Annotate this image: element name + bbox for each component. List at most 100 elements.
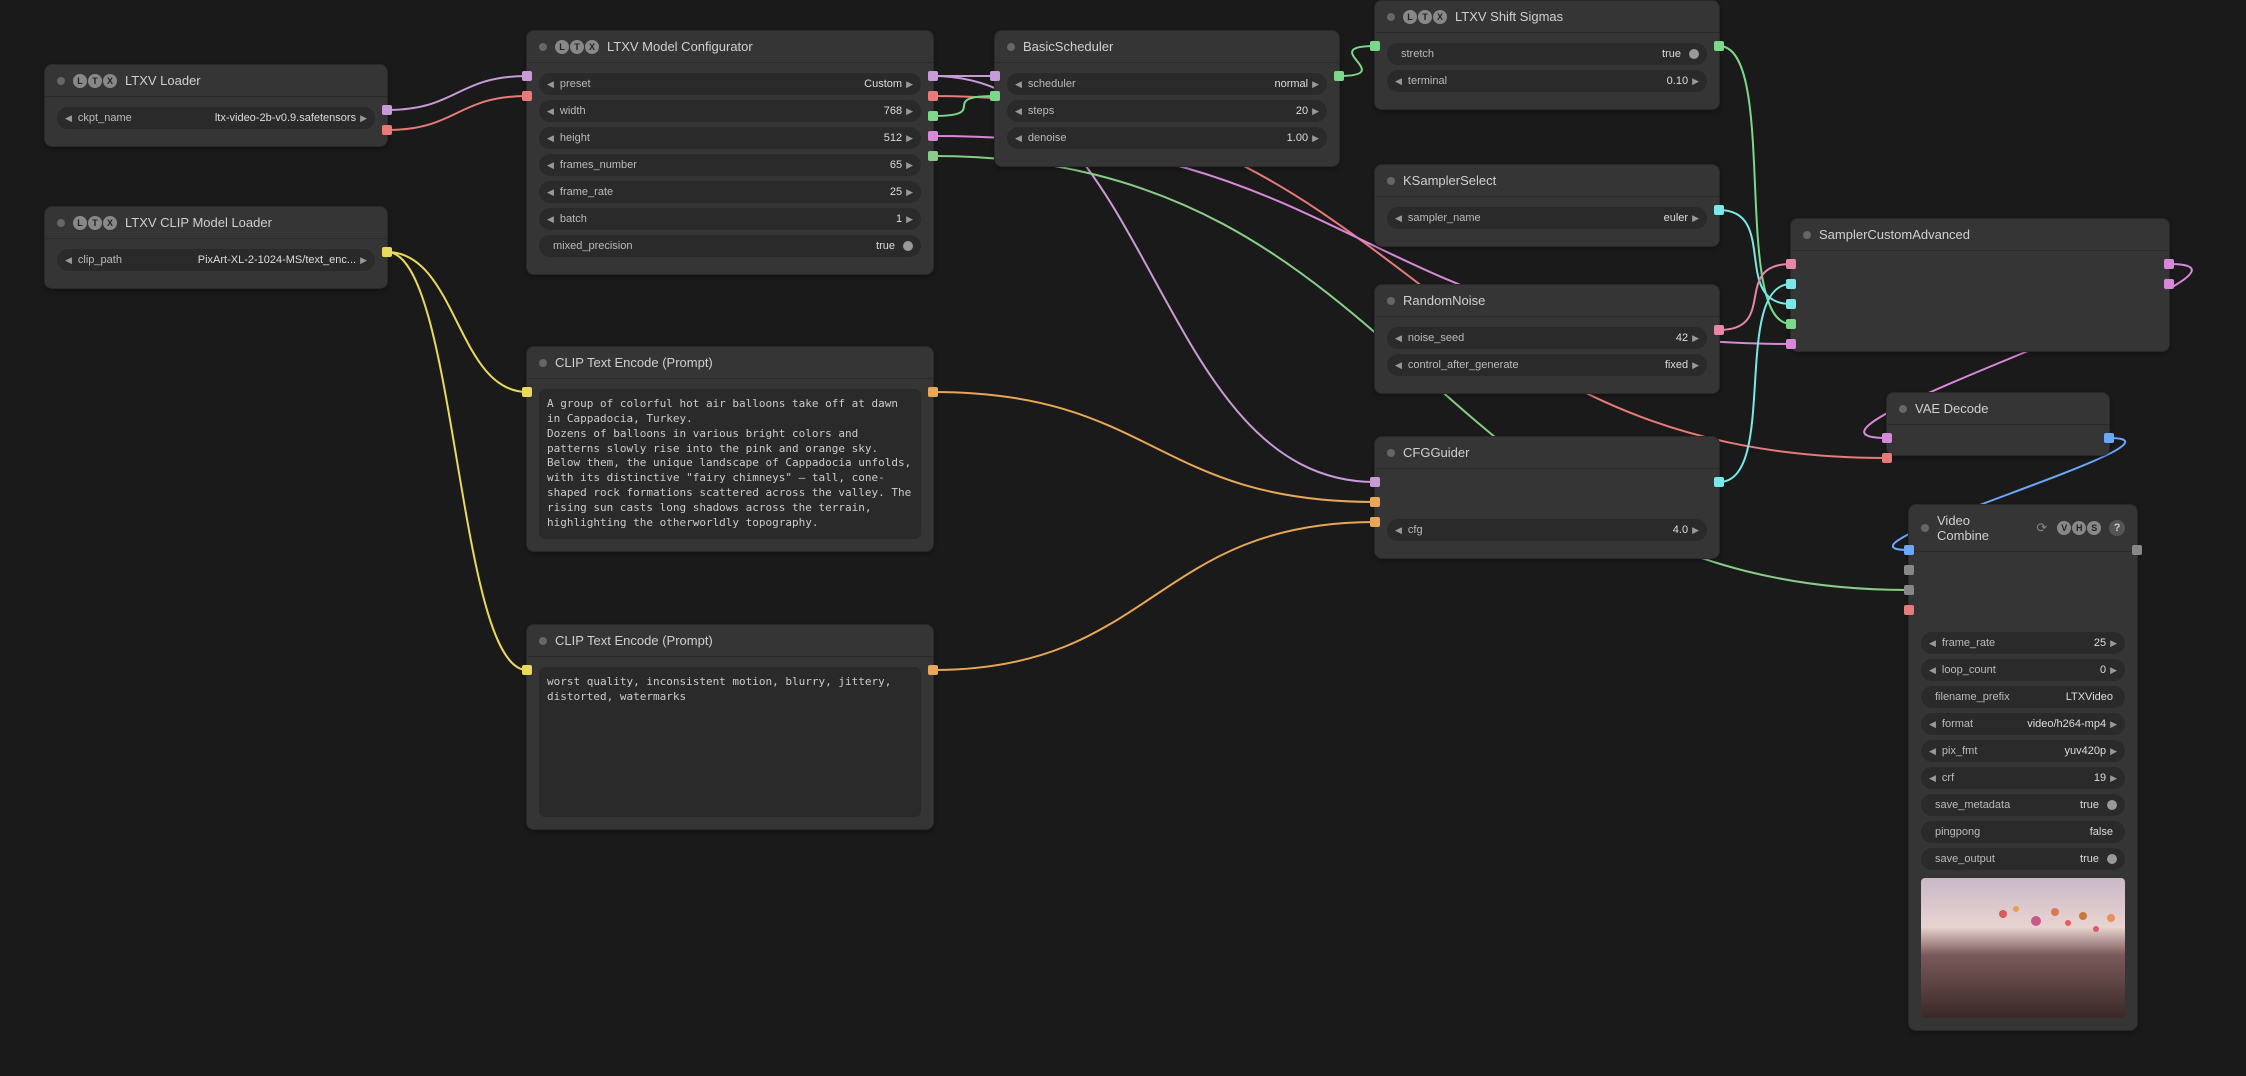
- collapse-dot-icon[interactable]: [1387, 449, 1395, 457]
- sampler-name-widget[interactable]: ◀ sampler_name euler ▶: [1387, 207, 1707, 229]
- chevron-right-icon[interactable]: ▶: [1692, 360, 1699, 371]
- chevron-left-icon[interactable]: ◀: [1015, 79, 1022, 90]
- toggle-dot-icon[interactable]: [2107, 800, 2117, 810]
- chevron-right-icon[interactable]: ▶: [360, 255, 367, 266]
- input-port[interactable]: [1904, 565, 1914, 575]
- wire[interactable]: [1719, 264, 1791, 330]
- collapse-dot-icon[interactable]: [1803, 231, 1811, 239]
- input-port[interactable]: [1370, 477, 1380, 487]
- collapse-dot-icon[interactable]: [539, 359, 547, 367]
- collapse-dot-icon[interactable]: [1387, 177, 1395, 185]
- chevron-left-icon[interactable]: ◀: [547, 79, 554, 90]
- video-preview[interactable]: [1921, 878, 2125, 1018]
- input-port[interactable]: [1882, 433, 1892, 443]
- format-widget[interactable]: ◀formatvideo/h264-mp4▶: [1921, 713, 2125, 735]
- help-icon[interactable]: ?: [2109, 520, 2125, 536]
- wire[interactable]: [387, 76, 527, 110]
- clip-path-widget[interactable]: ◀ clip_path PixArt-XL-2-1024-MS/text_enc…: [57, 249, 375, 271]
- save-metadata-widget[interactable]: save_metadatatrue: [1921, 794, 2125, 816]
- node-clip-loader[interactable]: LTX LTXV CLIP Model Loader ◀ clip_path P…: [44, 206, 388, 289]
- wire[interactable]: [387, 252, 527, 670]
- chevron-left-icon[interactable]: ◀: [1929, 665, 1936, 676]
- chevron-right-icon[interactable]: ▶: [2110, 719, 2117, 730]
- input-port[interactable]: [1786, 319, 1796, 329]
- collapse-dot-icon[interactable]: [1899, 405, 1907, 413]
- input-port[interactable]: [1786, 339, 1796, 349]
- prompt-textarea[interactable]: A group of colorful hot air balloons tak…: [539, 389, 921, 539]
- chevron-left-icon[interactable]: ◀: [1929, 773, 1936, 784]
- chevron-right-icon[interactable]: ▶: [1692, 76, 1699, 87]
- input-port[interactable]: [1882, 453, 1892, 463]
- height-widget[interactable]: ◀height512▶: [539, 127, 921, 149]
- collapse-dot-icon[interactable]: [1921, 524, 1929, 532]
- chevron-left-icon[interactable]: ◀: [1395, 525, 1402, 536]
- chevron-left-icon[interactable]: ◀: [1929, 719, 1936, 730]
- node-ksampler-select[interactable]: KSamplerSelect ◀ sampler_name euler ▶: [1374, 164, 1720, 247]
- output-port[interactable]: [1714, 325, 1724, 335]
- input-port[interactable]: [522, 71, 532, 81]
- output-port[interactable]: [1714, 41, 1724, 51]
- chevron-right-icon[interactable]: ▶: [2110, 638, 2117, 649]
- node-header[interactable]: CLIP Text Encode (Prompt): [527, 625, 933, 657]
- node-header[interactable]: BasicScheduler: [995, 31, 1339, 63]
- wire[interactable]: [1719, 46, 1791, 324]
- node-sampler-custom-advanced[interactable]: SamplerCustomAdvanced: [1790, 218, 2170, 352]
- filename-prefix-widget[interactable]: filename_prefixLTXVideo: [1921, 686, 2125, 708]
- node-header[interactable]: RandomNoise: [1375, 285, 1719, 317]
- input-port[interactable]: [1904, 545, 1914, 555]
- collapse-dot-icon[interactable]: [539, 43, 547, 51]
- node-header[interactable]: LTX LTXV Model Configurator: [527, 31, 933, 63]
- save-output-widget[interactable]: save_outputtrue: [1921, 848, 2125, 870]
- output-port[interactable]: [928, 151, 938, 161]
- wire[interactable]: [933, 96, 995, 116]
- output-port[interactable]: [928, 665, 938, 675]
- chevron-right-icon[interactable]: ▶: [906, 160, 913, 171]
- collapse-dot-icon[interactable]: [1387, 297, 1395, 305]
- scheduler-widget[interactable]: ◀schedulernormal▶: [1007, 73, 1327, 95]
- chevron-left-icon[interactable]: ◀: [1015, 106, 1022, 117]
- frames-number-widget[interactable]: ◀frames_number65▶: [539, 154, 921, 176]
- node-header[interactable]: CLIP Text Encode (Prompt): [527, 347, 933, 379]
- input-port[interactable]: [1786, 259, 1796, 269]
- collapse-dot-icon[interactable]: [1387, 13, 1395, 21]
- toggle-dot-icon[interactable]: [2107, 854, 2117, 864]
- chevron-right-icon[interactable]: ▶: [1312, 133, 1319, 144]
- collapse-dot-icon[interactable]: [57, 219, 65, 227]
- chevron-left-icon[interactable]: ◀: [1395, 213, 1402, 224]
- chevron-right-icon[interactable]: ▶: [1312, 79, 1319, 90]
- node-header[interactable]: KSamplerSelect: [1375, 165, 1719, 197]
- chevron-right-icon[interactable]: ▶: [906, 106, 913, 117]
- chevron-left-icon[interactable]: ◀: [65, 113, 72, 124]
- chevron-left-icon[interactable]: ◀: [1929, 638, 1936, 649]
- node-basic-scheduler[interactable]: BasicScheduler ◀schedulernormal▶◀steps20…: [994, 30, 1340, 167]
- chevron-left-icon[interactable]: ◀: [547, 214, 554, 225]
- chevron-left-icon[interactable]: ◀: [547, 187, 554, 198]
- cfg-widget[interactable]: ◀ cfg 4.0 ▶: [1387, 519, 1707, 541]
- output-port[interactable]: [928, 131, 938, 141]
- width-widget[interactable]: ◀width768▶: [539, 100, 921, 122]
- chevron-left-icon[interactable]: ◀: [547, 106, 554, 117]
- stretch-widget[interactable]: stretchtrue: [1387, 43, 1707, 65]
- node-clip-encode-negative[interactable]: CLIP Text Encode (Prompt) worst quality,…: [526, 624, 934, 830]
- node-clip-encode-positive[interactable]: CLIP Text Encode (Prompt) A group of col…: [526, 346, 934, 552]
- output-port[interactable]: [2164, 259, 2174, 269]
- chevron-right-icon[interactable]: ▶: [906, 187, 913, 198]
- frame-rate-widget[interactable]: ◀frame_rate25▶: [1921, 632, 2125, 654]
- chevron-right-icon[interactable]: ▶: [2110, 746, 2117, 757]
- input-port[interactable]: [1786, 279, 1796, 289]
- ckpt-name-widget[interactable]: ◀ ckpt_name ltx-video-2b-v0.9.safetensor…: [57, 107, 375, 129]
- wire[interactable]: [1719, 284, 1791, 482]
- batch-widget[interactable]: ◀batch1▶: [539, 208, 921, 230]
- node-cfg-guider[interactable]: CFGGuider ◀ cfg 4.0 ▶: [1374, 436, 1720, 559]
- chevron-left-icon[interactable]: ◀: [65, 255, 72, 266]
- chevron-left-icon[interactable]: ◀: [547, 133, 554, 144]
- wire[interactable]: [387, 96, 527, 130]
- node-shift-sigmas[interactable]: LTX LTXV Shift Sigmas stretchtrue◀termin…: [1374, 0, 1720, 110]
- prompt-textarea[interactable]: worst quality, inconsistent motion, blur…: [539, 667, 921, 817]
- node-header[interactable]: LTX LTXV CLIP Model Loader: [45, 207, 387, 239]
- wire[interactable]: [933, 522, 1375, 670]
- node-video-combine[interactable]: Video Combine ⟳ VHS ? ◀frame_rate25▶◀loo…: [1908, 504, 2138, 1031]
- chevron-left-icon[interactable]: ◀: [1395, 76, 1402, 87]
- output-port[interactable]: [928, 111, 938, 121]
- chevron-right-icon[interactable]: ▶: [2110, 773, 2117, 784]
